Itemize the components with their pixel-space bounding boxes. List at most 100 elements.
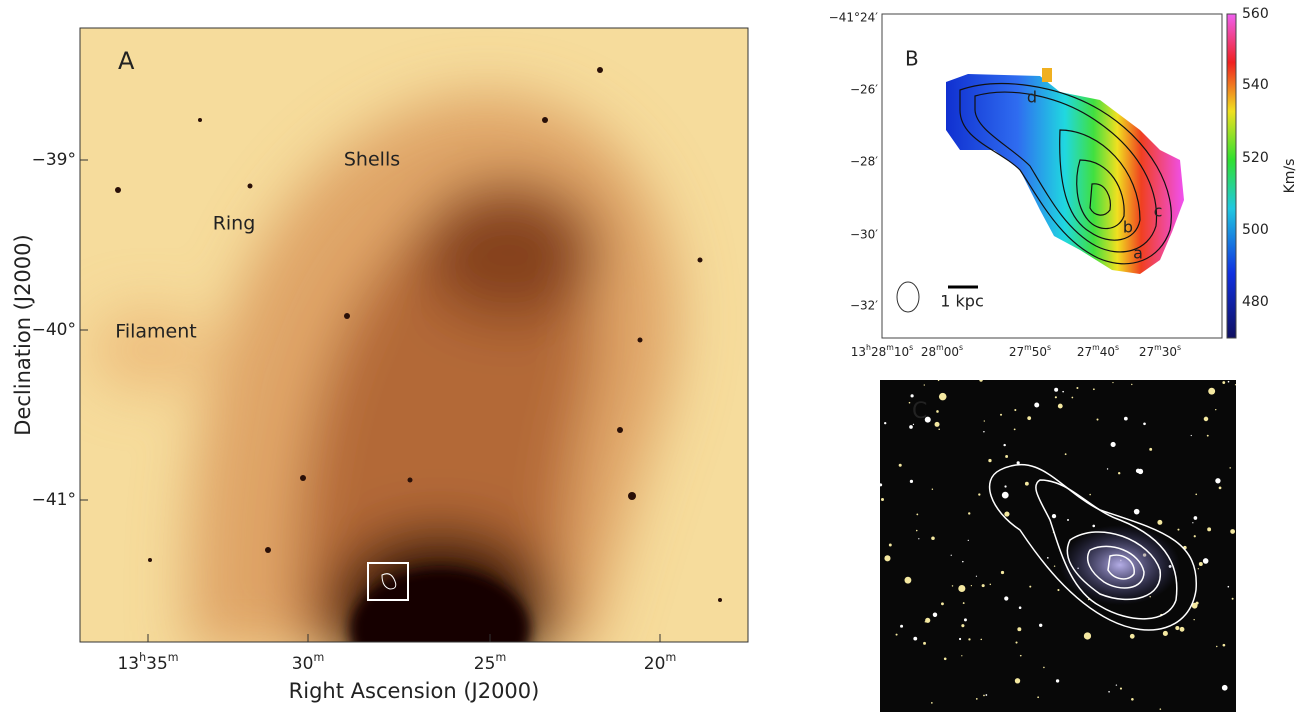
star [1160, 708, 1162, 710]
star [1149, 448, 1152, 451]
star [1062, 391, 1064, 393]
point-label: b [1123, 218, 1133, 237]
star [909, 425, 913, 429]
star [925, 618, 930, 623]
star [1029, 586, 1031, 588]
star [1003, 444, 1005, 446]
y-tick-label: −28′ [850, 155, 878, 169]
label-part: 40 [1100, 345, 1115, 359]
star [1124, 417, 1128, 421]
star [961, 655, 962, 656]
star [1193, 619, 1194, 620]
star [976, 698, 978, 700]
star [932, 489, 933, 490]
star [1134, 509, 1140, 515]
star [1177, 529, 1179, 531]
label-part: 35 [146, 654, 168, 674]
star [1043, 667, 1045, 669]
star [916, 530, 918, 532]
star [916, 514, 918, 516]
star [1084, 632, 1091, 639]
star [1219, 487, 1222, 490]
label-part: 27 [1009, 345, 1024, 359]
x-tick-label: 28m00s [921, 343, 963, 359]
panel-letter: B [905, 47, 919, 71]
star [924, 384, 925, 385]
label-part: 27 [1139, 345, 1154, 359]
star [1230, 529, 1235, 534]
panel-letter: C [912, 399, 927, 424]
star [1223, 644, 1226, 647]
x-tick-label: 13h28m10s [851, 343, 913, 359]
point-label: d [1027, 88, 1037, 107]
point-label: c [1154, 202, 1163, 221]
star [958, 585, 965, 592]
star [983, 431, 984, 432]
star [1157, 520, 1162, 525]
star [1107, 468, 1108, 469]
star [1194, 535, 1196, 537]
label-part: 28 [921, 345, 936, 359]
label-part: m [1024, 343, 1032, 352]
star [1002, 492, 1009, 499]
star [1192, 522, 1193, 523]
star [939, 393, 947, 401]
star [968, 512, 970, 514]
star [1027, 416, 1031, 420]
star [913, 637, 917, 641]
star [1065, 453, 1067, 455]
colorbar [1227, 14, 1236, 338]
star [1092, 525, 1095, 528]
star [959, 638, 961, 640]
star [1222, 381, 1225, 384]
star [1005, 455, 1008, 458]
star [1208, 388, 1215, 395]
label-part: s [1047, 343, 1051, 352]
star [951, 555, 952, 556]
star [1017, 627, 1021, 631]
star [968, 638, 970, 640]
star [963, 602, 965, 604]
x-axis-label: Right Ascension (J2000) [289, 679, 540, 703]
label-part: 13 [851, 345, 866, 359]
label-part: 00 [944, 345, 959, 359]
x-tick-label: 27m50s [1009, 343, 1051, 359]
label-part: 20 [644, 654, 666, 674]
star [931, 702, 933, 704]
annotation: Ring [213, 213, 256, 235]
star [879, 483, 882, 486]
star [978, 493, 980, 495]
star [983, 695, 985, 697]
star [976, 576, 977, 577]
panel-c-image [879, 378, 1236, 712]
y-tick-label: −32′ [850, 299, 878, 313]
star [1118, 472, 1120, 474]
star [899, 464, 902, 467]
star [889, 544, 892, 547]
star [1143, 422, 1146, 425]
colorbar-tick-label: 520 [1242, 150, 1269, 166]
star [1039, 624, 1042, 627]
star [980, 639, 982, 641]
star [1019, 606, 1022, 609]
label-part: 30 [1162, 345, 1177, 359]
star [1047, 557, 1049, 559]
star [1235, 384, 1236, 385]
star [1020, 655, 1022, 657]
star [884, 422, 886, 424]
star [1004, 511, 1009, 516]
star [1001, 571, 1004, 574]
star [1052, 514, 1056, 518]
label-part: s [959, 343, 963, 352]
annotation: Shells [344, 149, 400, 171]
star [1163, 631, 1168, 636]
star [1198, 568, 1199, 569]
star [1216, 646, 1217, 647]
label-part: s [1115, 343, 1119, 352]
star [985, 694, 987, 696]
x-tick-label: 20m [644, 651, 676, 675]
x-tick-label: 13h35m [117, 651, 178, 675]
star [1204, 417, 1209, 422]
star [1191, 435, 1192, 436]
star [1136, 469, 1141, 474]
